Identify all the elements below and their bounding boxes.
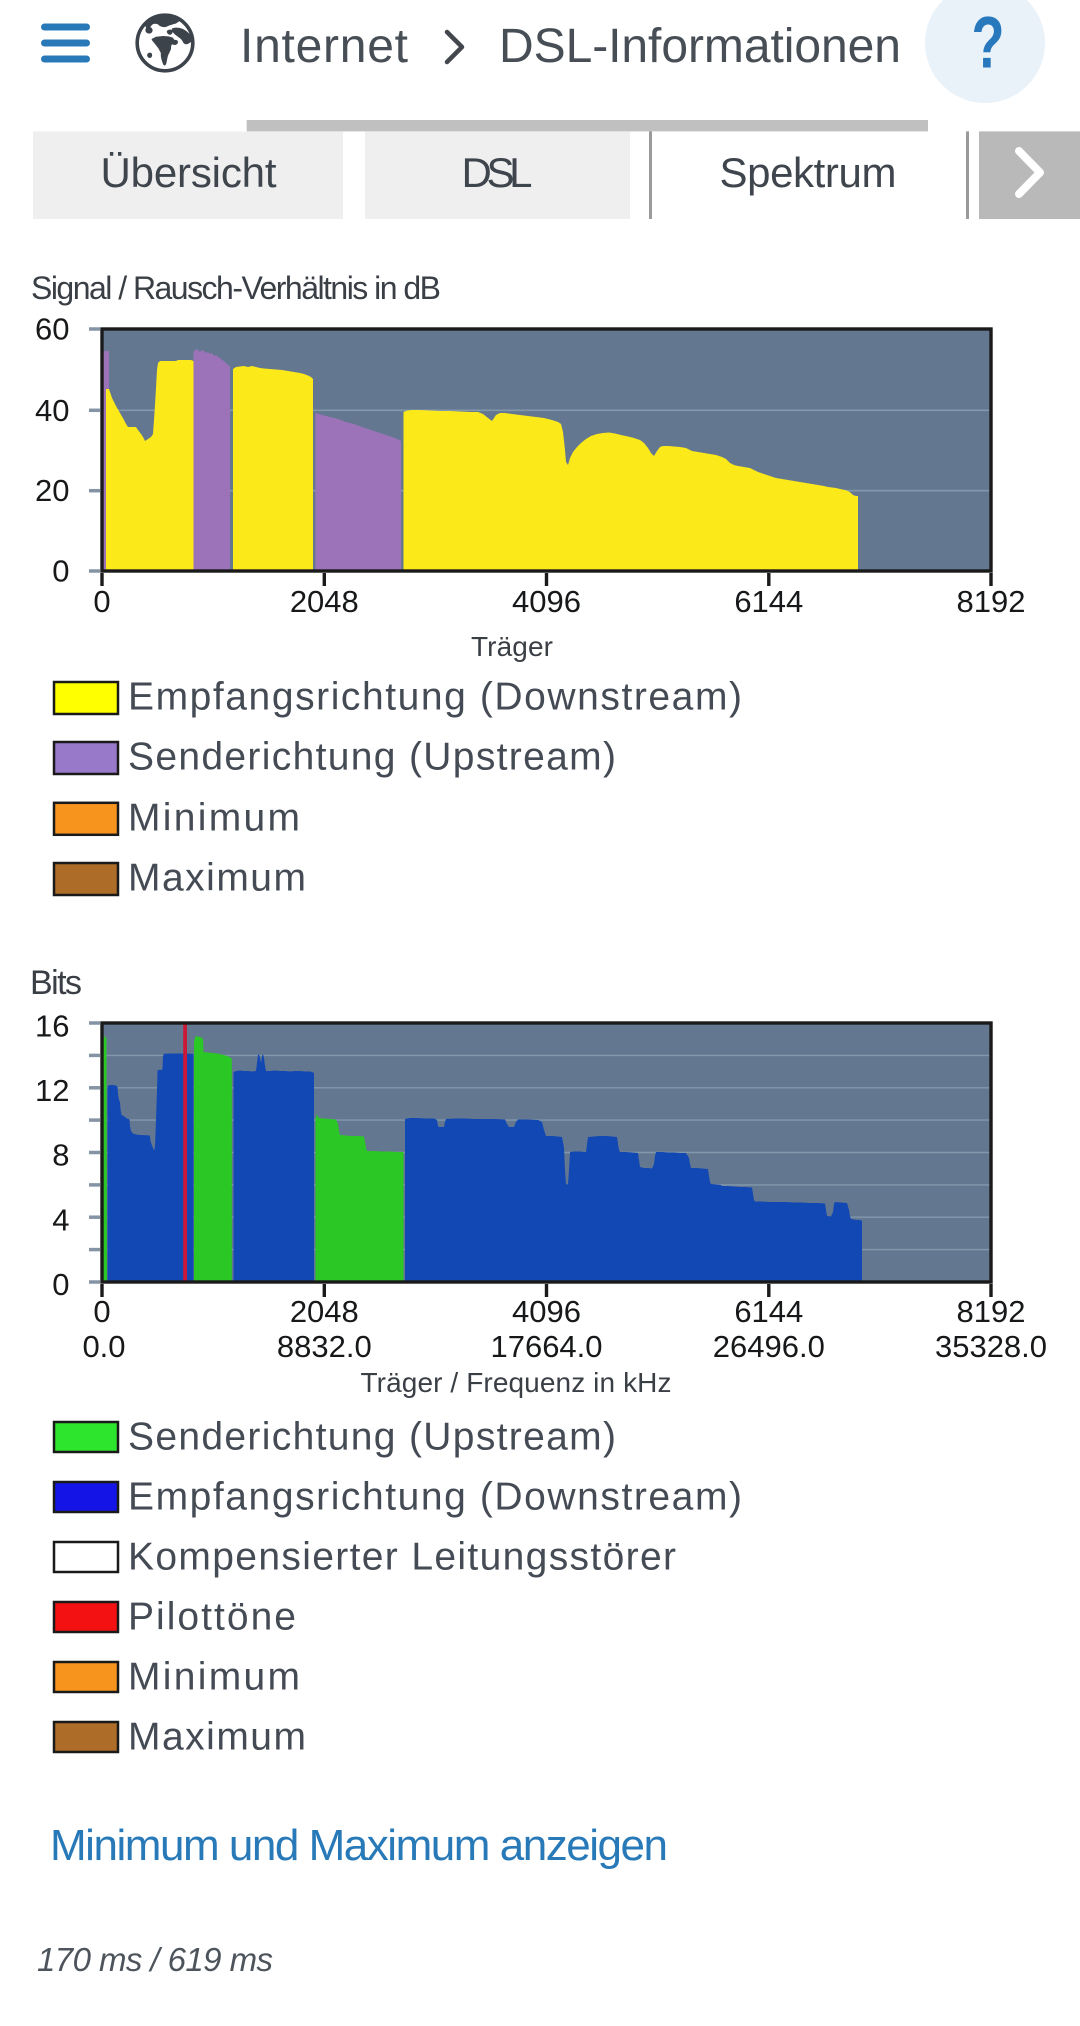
svg-text:0: 0 — [93, 1294, 110, 1329]
svg-text:Minimum: Minimum — [128, 796, 300, 839]
svg-text:26496.0: 26496.0 — [713, 1329, 825, 1364]
svg-text:12: 12 — [35, 1073, 69, 1108]
svg-text:20: 20 — [35, 473, 69, 508]
svg-text:Übersicht: Übersicht — [101, 149, 277, 196]
svg-text:0: 0 — [52, 1267, 69, 1302]
svg-text:Internet: Internet — [240, 20, 408, 73]
svg-text:8832.0: 8832.0 — [277, 1329, 372, 1364]
svg-text:2048: 2048 — [290, 1294, 359, 1329]
svg-text:0: 0 — [93, 584, 110, 619]
svg-text:Maximum: Maximum — [128, 857, 306, 900]
svg-text:4096: 4096 — [512, 584, 581, 619]
svg-text:Senderichtung (Upstream): Senderichtung (Upstream) — [128, 736, 616, 779]
svg-text:Spektrum: Spektrum — [720, 149, 897, 196]
svg-text:Minimum: Minimum — [128, 1656, 300, 1699]
svg-text:Träger / Frequenz in kHz: Träger / Frequenz in kHz — [361, 1367, 672, 1398]
svg-text:8192: 8192 — [957, 1294, 1026, 1329]
svg-text:2048: 2048 — [290, 584, 359, 619]
svg-text:0: 0 — [52, 554, 69, 589]
svg-text:Pilottöne: Pilottöne — [128, 1596, 296, 1639]
svg-text:8192: 8192 — [957, 584, 1026, 619]
svg-text:4: 4 — [52, 1202, 69, 1237]
svg-text:Senderichtung (Upstream): Senderichtung (Upstream) — [128, 1416, 616, 1459]
svg-text:60: 60 — [35, 312, 69, 347]
svg-text:0.0: 0.0 — [82, 1329, 125, 1364]
svg-text:Maximum: Maximum — [128, 1716, 306, 1759]
svg-text:Minimum und Maximum anzeigen: Minimum und Maximum anzeigen — [50, 1821, 668, 1870]
svg-text:Empfangsrichtung (Downstream): Empfangsrichtung (Downstream) — [128, 1476, 742, 1519]
svg-text:8: 8 — [52, 1137, 69, 1172]
svg-text:16: 16 — [35, 1009, 69, 1044]
svg-text:Träger: Träger — [471, 631, 553, 662]
svg-text:40: 40 — [35, 393, 69, 428]
svg-text:Signal / Rausch-Verhältnis in: Signal / Rausch-Verhältnis in dB — [31, 270, 441, 306]
svg-text:Kompensierter Leitungsstörer: Kompensierter Leitungsstörer — [128, 1536, 676, 1579]
svg-text:Bits: Bits — [30, 964, 82, 1002]
svg-text:4096: 4096 — [512, 1294, 581, 1329]
svg-text:6144: 6144 — [734, 584, 803, 619]
svg-text:17664.0: 17664.0 — [490, 1329, 602, 1364]
svg-text:Empfangsrichtung (Downstream): Empfangsrichtung (Downstream) — [128, 676, 742, 719]
svg-text:6144: 6144 — [734, 1294, 803, 1329]
svg-text:35328.0: 35328.0 — [935, 1329, 1047, 1364]
svg-text:170 ms / 619 ms: 170 ms / 619 ms — [37, 1941, 273, 1978]
svg-text:DSL: DSL — [462, 149, 533, 196]
svg-text:?: ? — [972, 3, 1005, 84]
svg-text:DSL-Informationen: DSL-Informationen — [499, 20, 901, 73]
